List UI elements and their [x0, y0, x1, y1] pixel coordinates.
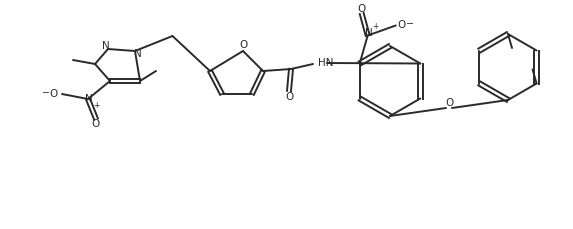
Text: HN: HN [318, 58, 333, 68]
Text: +: + [372, 22, 379, 31]
Text: N: N [85, 94, 93, 104]
Text: O: O [358, 3, 366, 14]
Text: O: O [285, 92, 293, 102]
Text: O: O [445, 98, 453, 108]
Text: +: + [93, 101, 99, 111]
Text: O: O [92, 119, 100, 129]
Text: −: − [42, 88, 50, 98]
Text: −: − [406, 19, 414, 30]
Text: N: N [365, 28, 372, 38]
Text: N: N [134, 49, 142, 59]
Text: O: O [240, 40, 248, 50]
Text: O: O [50, 89, 58, 99]
Text: O: O [398, 21, 406, 30]
Text: N: N [102, 41, 110, 51]
